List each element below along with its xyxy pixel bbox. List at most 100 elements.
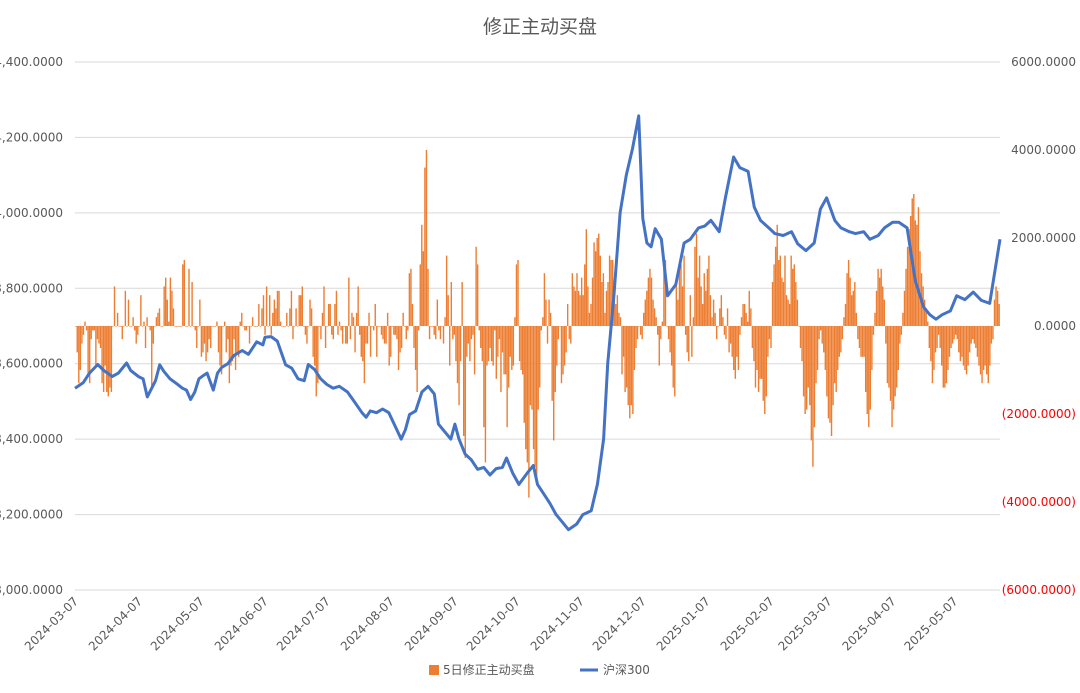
bar	[509, 326, 511, 357]
bar	[211, 326, 213, 327]
bar	[851, 295, 853, 326]
bar	[497, 326, 499, 357]
bar	[717, 326, 719, 327]
bar	[672, 326, 674, 388]
bar	[948, 326, 951, 357]
bar	[549, 312, 552, 326]
bar	[79, 326, 82, 370]
bar	[251, 317, 254, 326]
bar	[925, 308, 927, 326]
bar	[937, 326, 940, 335]
bar	[584, 264, 586, 326]
bar	[892, 326, 895, 410]
bar	[109, 326, 111, 388]
bar	[132, 317, 134, 326]
bar	[450, 282, 452, 326]
bar	[121, 326, 123, 340]
bar	[343, 326, 345, 327]
bar	[762, 326, 764, 401]
bar	[970, 326, 972, 344]
bar	[231, 326, 234, 362]
y-right-tick-label: 4000.0000	[1011, 143, 1076, 157]
bar	[127, 299, 130, 326]
bar	[765, 326, 768, 397]
bar	[223, 321, 226, 326]
bar	[942, 326, 944, 388]
y-right-tick-label: (4000.0000)	[1002, 495, 1076, 509]
bar	[711, 317, 713, 326]
bar	[258, 304, 260, 326]
bar	[332, 326, 335, 340]
bar	[580, 277, 583, 326]
bar	[503, 326, 505, 375]
bar	[267, 326, 269, 327]
bar	[351, 312, 353, 326]
bar	[217, 326, 220, 353]
bar	[354, 326, 356, 353]
bar	[660, 326, 662, 340]
bar	[694, 246, 696, 326]
bar	[144, 326, 147, 348]
bar	[196, 326, 198, 348]
bar	[810, 326, 813, 441]
bar	[596, 238, 598, 326]
bar	[860, 326, 862, 357]
bar	[542, 317, 544, 326]
bar	[709, 295, 712, 326]
bar	[526, 326, 529, 463]
x-tick-label: 2024-10-07	[464, 594, 523, 653]
bar	[424, 167, 426, 326]
bar	[455, 326, 457, 362]
bar	[523, 326, 525, 423]
bar	[557, 326, 560, 340]
bar	[745, 312, 747, 326]
bar	[790, 255, 792, 326]
bar	[177, 326, 179, 327]
bar	[414, 326, 417, 370]
bar	[594, 251, 597, 326]
bar	[756, 326, 758, 370]
bar	[442, 326, 445, 344]
bar	[205, 326, 207, 362]
bar	[802, 326, 805, 397]
bar	[748, 290, 750, 326]
bar	[106, 326, 108, 392]
bar	[833, 326, 836, 384]
bar	[813, 326, 816, 428]
bar	[863, 326, 865, 357]
bar	[678, 264, 681, 326]
bar	[194, 326, 196, 331]
bar	[199, 299, 201, 326]
x-axis: 2024-03-07 2024-04-07 2024-05-07 2024-06-07…	[22, 594, 961, 653]
bar	[773, 264, 775, 326]
bar	[638, 326, 640, 327]
bar	[511, 326, 513, 370]
bar	[390, 326, 392, 357]
bar	[563, 326, 566, 366]
bar	[383, 326, 386, 344]
bar	[244, 326, 246, 331]
bar-series-5day-active-buy	[75, 150, 1000, 498]
bar	[326, 326, 328, 327]
bar	[385, 326, 387, 344]
bar	[807, 326, 809, 388]
bar	[470, 326, 473, 340]
bar	[118, 326, 120, 327]
y-axis-left: 3,000.0000 3,200.0000 3,400.0000 3,600.0000…	[0, 55, 63, 597]
bar	[84, 321, 86, 326]
bar	[601, 282, 603, 326]
y-left-tick-label: 4,400.0000	[0, 55, 63, 69]
bar	[692, 317, 695, 326]
bar	[436, 299, 439, 326]
bar	[961, 326, 963, 357]
bar	[476, 264, 479, 326]
bar	[869, 326, 872, 410]
x-tick-label: 2025-02-07	[718, 594, 777, 653]
bar	[282, 326, 285, 327]
bar	[112, 326, 114, 327]
bar	[386, 312, 389, 326]
bar	[702, 304, 704, 326]
bar	[906, 246, 909, 326]
bar	[632, 326, 634, 414]
